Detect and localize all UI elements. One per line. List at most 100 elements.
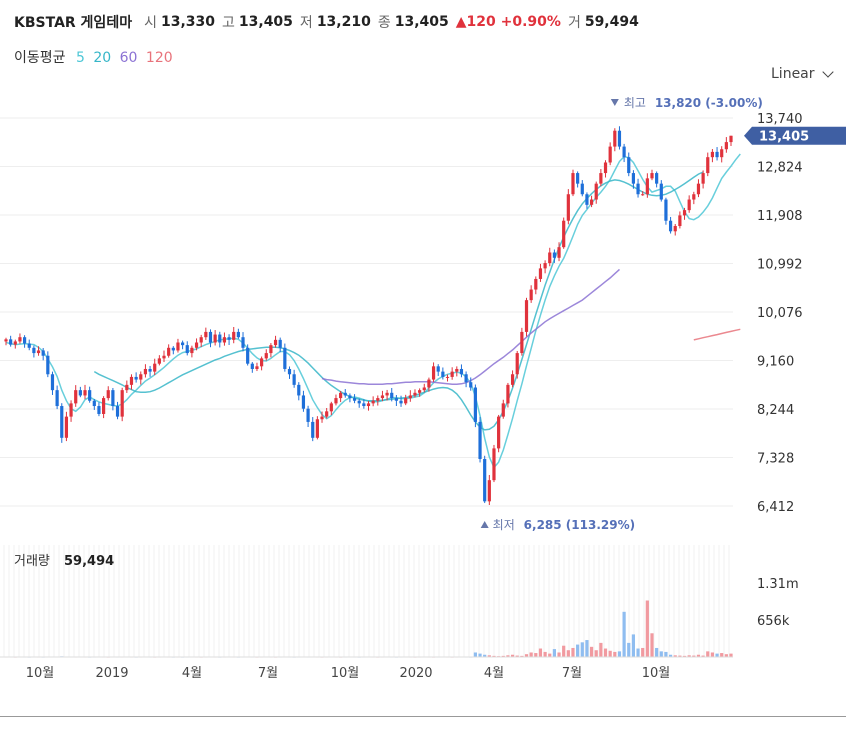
candle-body [664, 199, 668, 221]
candle-body [69, 403, 73, 417]
candle-body [390, 392, 394, 399]
candle-body [176, 342, 180, 351]
low-annotation: 최저 6,285 (113.29%) [480, 518, 635, 532]
change-value: ▲120 +0.90% [455, 14, 561, 30]
candle-body [362, 403, 366, 407]
moving-average-lines [5, 153, 741, 469]
candle-body [650, 173, 654, 179]
candle-body [143, 368, 148, 375]
candle-body [311, 421, 315, 438]
volume-bar [622, 611, 626, 657]
candle-body [306, 408, 310, 422]
candle-body [199, 337, 203, 343]
volume-tick-label: 656k [757, 614, 790, 629]
last-price-tag-shape [744, 126, 846, 145]
candle-body [148, 368, 152, 372]
candle-body [515, 353, 519, 375]
candle-body [213, 334, 217, 343]
candle-body [696, 183, 701, 195]
volume-bar [664, 651, 668, 657]
candle-body [357, 400, 361, 404]
candle-body [655, 173, 659, 184]
price-tick-label: 7,328 [757, 452, 794, 467]
volume-bar [589, 646, 594, 657]
price-tick-label: 6,412 [757, 500, 794, 515]
candle-body [441, 371, 445, 377]
candle-body [134, 376, 138, 380]
bottom-divider [0, 716, 846, 717]
volume-value: 59,494 [584, 14, 639, 30]
candle-body [343, 392, 347, 396]
scale-selector[interactable]: Linear [771, 66, 834, 82]
volume-bar [729, 653, 733, 657]
candle-body [287, 368, 292, 375]
candle-body [352, 398, 357, 401]
candle-body [659, 183, 663, 200]
candle-body [246, 347, 250, 364]
price-tick-label: 10,992 [757, 258, 803, 273]
candle-body [250, 363, 254, 369]
candle-body [557, 247, 561, 258]
candle-body [269, 345, 273, 354]
volume-bar [548, 653, 552, 657]
candle-body [55, 390, 59, 407]
candle-body [171, 347, 175, 351]
volume-bar [724, 654, 728, 657]
candle-body [78, 390, 82, 396]
candle-body [706, 157, 710, 174]
candle-body [668, 220, 673, 232]
candle-body [585, 194, 589, 205]
volume-bar [613, 651, 617, 657]
candle-body [678, 215, 682, 227]
candle-body [608, 146, 612, 163]
candle-body [320, 416, 324, 420]
volume-bar [627, 642, 631, 657]
candle-body [589, 199, 594, 205]
low-annotation-value: 6,285 (113.29%) [524, 518, 635, 532]
candle-body [18, 337, 22, 342]
candle-body [106, 390, 110, 399]
volume-bar [692, 655, 696, 657]
candle-body [459, 368, 464, 375]
high-annotation: 최고 13,820 (-3.00%) [610, 96, 763, 110]
candle-body [371, 400, 375, 404]
volume-bar [538, 648, 543, 657]
high-value: 13,405 [238, 14, 293, 30]
volume-grid [0, 545, 733, 657]
volume-bar [715, 653, 719, 657]
ma-line-5 [5, 153, 741, 469]
ma-legend-title: 이동평균 [14, 50, 66, 66]
close-value: 13,405 [394, 14, 449, 30]
volume-bar [659, 651, 663, 657]
candle-body [715, 151, 719, 158]
candle-body [571, 173, 575, 195]
candle-body [529, 289, 533, 301]
candle-body [492, 448, 496, 481]
moving-average-legend[interactable]: 이동평균 5 20 60 120 [14, 47, 177, 67]
volume-bar [594, 650, 598, 657]
candle-body [431, 366, 436, 380]
candle-body [181, 342, 185, 346]
candle-body [241, 337, 245, 348]
candle-body [506, 384, 510, 404]
volume-bar [501, 655, 505, 657]
candle-body [380, 395, 385, 399]
volume-bar [636, 648, 640, 657]
candle-body [92, 400, 96, 407]
candle-body [469, 382, 473, 388]
high-marker-icon [610, 99, 619, 106]
candle-body [418, 390, 422, 393]
volume-tick-label: 1.31m [757, 577, 799, 592]
candle-body [641, 194, 645, 196]
volume-label: 거 [567, 15, 581, 31]
price-tick-label: 8,244 [757, 403, 794, 418]
price-axis: 13,740 12,824 11,908 10,992 10,076 9,160 8,244… [757, 112, 803, 515]
time-tick-label: 4월 [484, 666, 504, 681]
candle-body [427, 379, 431, 388]
candle-body [292, 374, 296, 385]
candle-body [617, 130, 622, 147]
candle-body [552, 252, 556, 258]
volume-bar [562, 645, 566, 657]
candle-body [218, 334, 222, 343]
